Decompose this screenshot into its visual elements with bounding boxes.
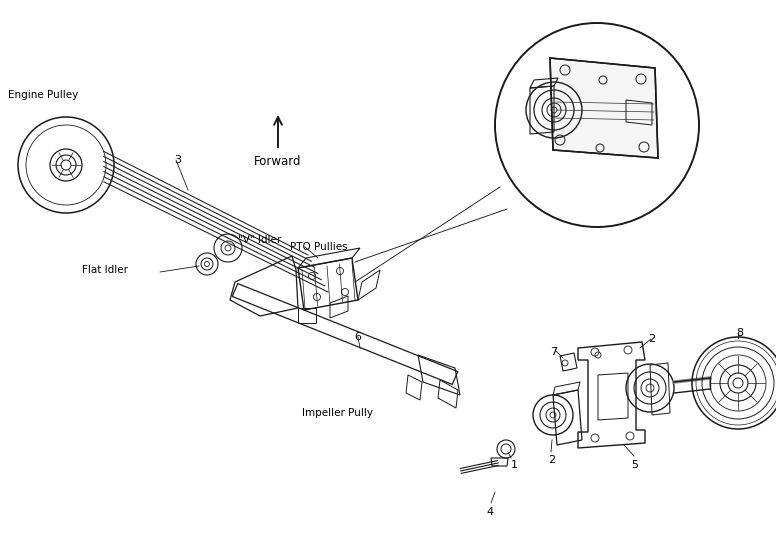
Text: 1: 1 — [511, 460, 518, 470]
Text: 6: 6 — [355, 332, 362, 342]
Text: 7: 7 — [550, 347, 558, 357]
Text: 5: 5 — [632, 460, 639, 470]
Text: 2: 2 — [549, 455, 556, 465]
Text: 4: 4 — [487, 507, 494, 517]
Text: 8: 8 — [736, 328, 743, 338]
Text: Forward: Forward — [255, 155, 302, 168]
Polygon shape — [550, 58, 658, 158]
Text: Impeller Pully: Impeller Pully — [303, 408, 373, 418]
Text: 3: 3 — [175, 155, 182, 165]
Text: Engine Pulley: Engine Pulley — [8, 90, 78, 100]
Text: 2: 2 — [649, 334, 656, 344]
Text: Flat Idler: Flat Idler — [82, 265, 128, 275]
Text: "V" Idler: "V" Idler — [238, 235, 281, 245]
Text: PTO Pullies: PTO Pullies — [290, 242, 348, 252]
